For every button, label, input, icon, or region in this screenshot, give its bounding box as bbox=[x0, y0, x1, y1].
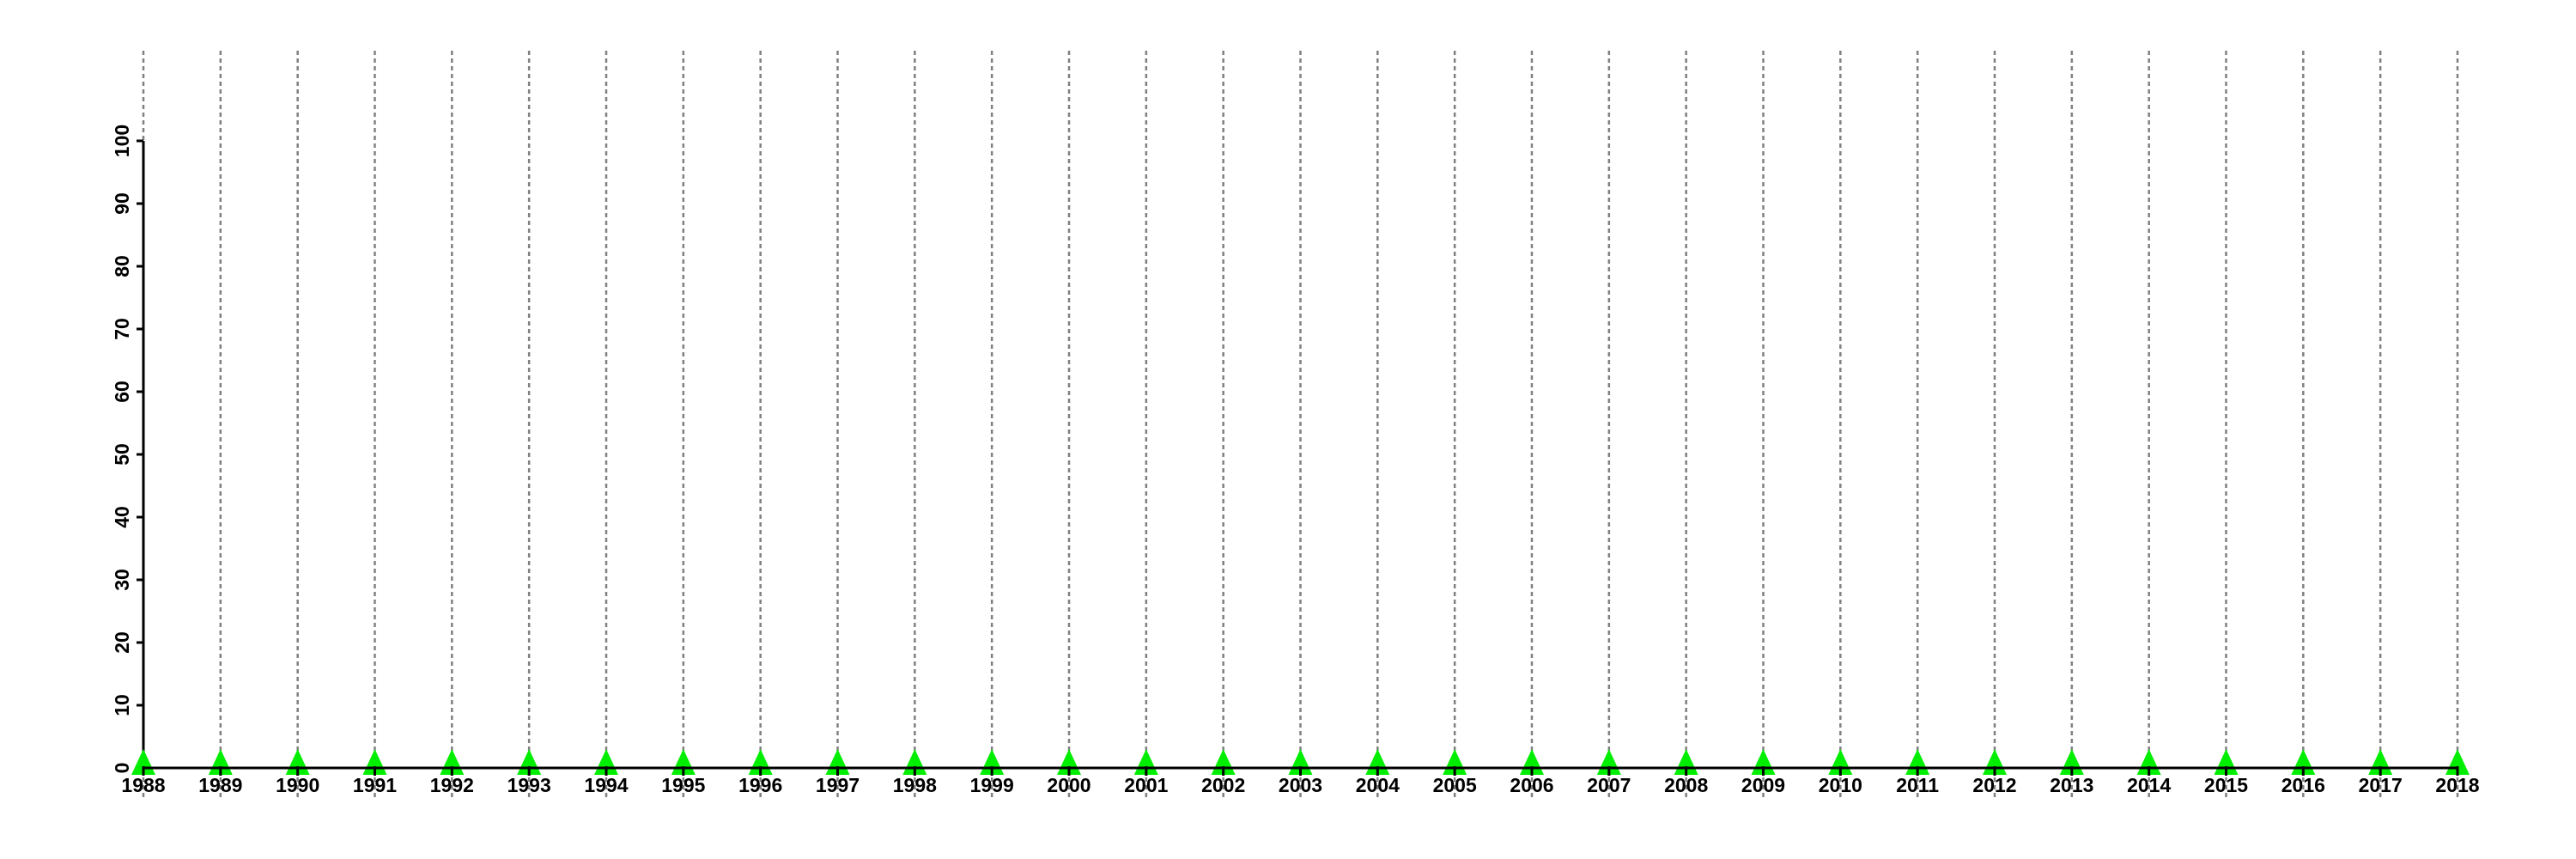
x-tick-label: 1993 bbox=[507, 774, 551, 796]
gridlines bbox=[142, 51, 2459, 799]
x-tick-label: 2000 bbox=[1047, 774, 1091, 796]
x-tick-label: 1991 bbox=[353, 774, 397, 796]
x-tick-label: 1997 bbox=[816, 774, 860, 796]
x-tick-label: 2001 bbox=[1124, 774, 1168, 796]
x-tick-label: 1999 bbox=[970, 774, 1014, 796]
y-tick-label: 20 bbox=[111, 631, 133, 654]
x-tick-label: 1995 bbox=[661, 774, 705, 796]
x-tick-label: 2006 bbox=[1510, 774, 1553, 796]
x-tick-label: 2008 bbox=[1664, 774, 1708, 796]
y-tick-label: 30 bbox=[111, 569, 133, 591]
y-tick-label: 70 bbox=[111, 318, 133, 340]
y-tick-label: 90 bbox=[111, 192, 133, 215]
x-tick-label: 2016 bbox=[2281, 774, 2325, 796]
x-tick-label: 2009 bbox=[1741, 774, 1785, 796]
x-tick-label: 2005 bbox=[1433, 774, 1477, 796]
x-tick-label: 2003 bbox=[1279, 774, 1322, 796]
y-tick-label: 60 bbox=[111, 381, 133, 403]
y-tick-label: 40 bbox=[111, 506, 133, 528]
y-tick-label: 80 bbox=[111, 255, 133, 277]
tick-labels: 0 10 20 30 40 50 60 70 80 90 100 1988 1989 1990 1991 19… bbox=[111, 125, 2480, 796]
x-tick-label: 2014 bbox=[2127, 774, 2171, 796]
x-tick-label: 2004 bbox=[1356, 774, 1400, 796]
y-tick-label: 0 bbox=[111, 763, 133, 774]
x-tick-label: 1990 bbox=[276, 774, 319, 796]
x-tick-label: 1996 bbox=[738, 774, 782, 796]
x-tick-label: 2015 bbox=[2204, 774, 2248, 796]
x-tick-label: 2018 bbox=[2435, 774, 2479, 796]
x-tick-label: 1994 bbox=[584, 774, 628, 796]
x-tick-label: 2013 bbox=[2050, 774, 2093, 796]
x-tick-label: 1989 bbox=[198, 774, 242, 796]
x-tick-label: 1992 bbox=[430, 774, 474, 796]
x-tick-label: 1988 bbox=[121, 774, 165, 796]
series bbox=[131, 749, 2470, 776]
x-tick-label: 2017 bbox=[2359, 774, 2403, 796]
y-tick-label: 10 bbox=[111, 694, 133, 716]
x-tick-label: 1998 bbox=[893, 774, 937, 796]
x-tick-label: 2011 bbox=[1896, 774, 1939, 796]
x-tick-label: 2012 bbox=[1972, 774, 2016, 796]
axes bbox=[137, 139, 2459, 776]
x-tick-label: 2002 bbox=[1201, 774, 1245, 796]
y-tick-label: 100 bbox=[111, 125, 133, 157]
x-tick-label: 2010 bbox=[1819, 774, 1862, 796]
x-tick-label: 2007 bbox=[1587, 774, 1631, 796]
y-tick-label: 50 bbox=[111, 443, 133, 466]
